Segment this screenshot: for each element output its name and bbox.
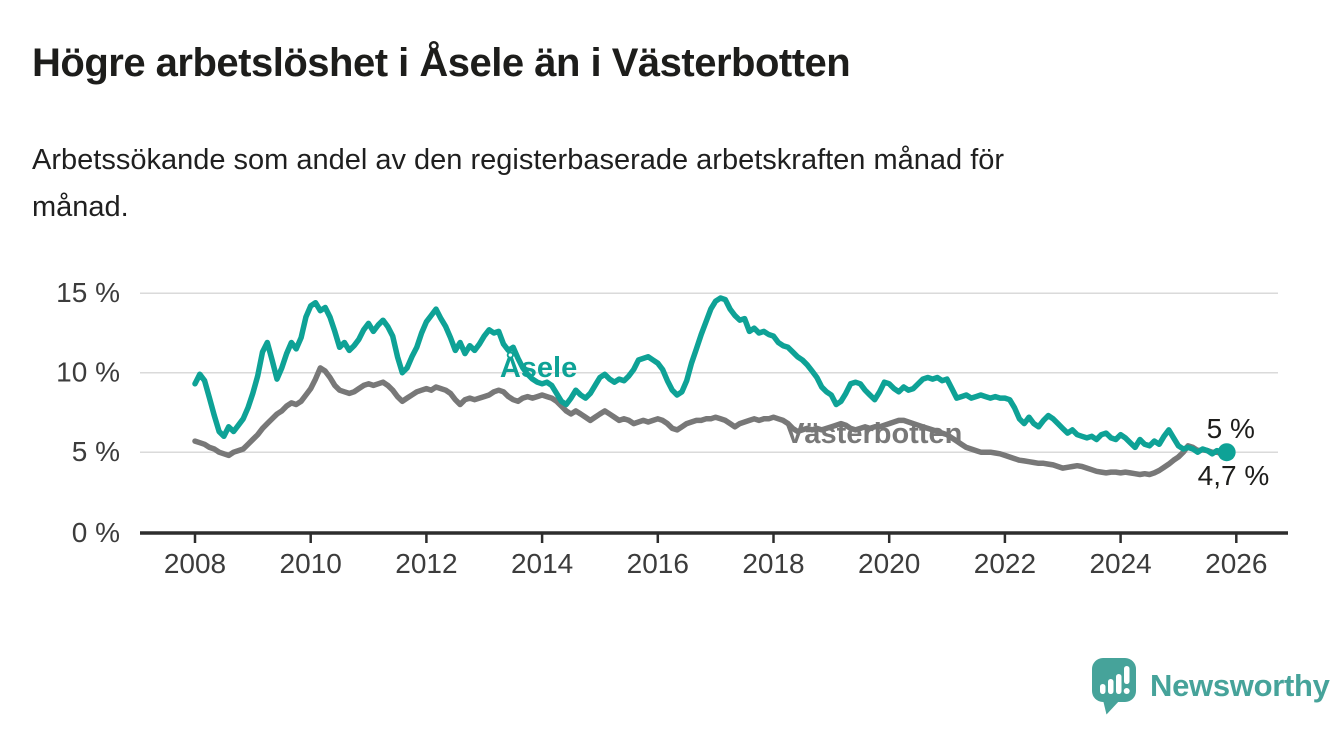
newsworthy-logo-icon (1092, 658, 1136, 715)
newsworthy-logo: Newsworthy (1090, 656, 1330, 716)
page-subtitle: Arbetssökande som andel av den registerb… (32, 137, 1302, 231)
y-axis-tick-label-15: 15 % (56, 277, 120, 308)
speech-bubble-chart-icon (1092, 658, 1136, 715)
end-dot-åsele (1217, 443, 1236, 462)
x-axis-tick-label-2022: 2022 (974, 548, 1036, 579)
series-label-västerbotten: Västerbotten (785, 418, 962, 450)
newsworthy-logo-text: Newsworthy (1150, 668, 1330, 703)
series-line-västerbotten (192, 365, 1230, 478)
x-axis-tick-label-2008: 2008 (164, 548, 226, 579)
x-axis-tick-label-2024: 2024 (1089, 548, 1151, 579)
y-axis-tick-label-0: 0 % (72, 517, 120, 548)
end-value-label-västerbotten: 4,7 % (1198, 460, 1270, 491)
x-axis-tick-label-2018: 2018 (742, 548, 804, 579)
x-axis-tick-label-2010: 2010 (280, 548, 342, 579)
series-line-åsele (192, 295, 1230, 457)
series-label-åsele: Åsele (500, 351, 577, 384)
x-axis-tick-label-2016: 2016 (627, 548, 689, 579)
y-axis-tick-label-5: 5 % (72, 436, 120, 467)
page-subtitle-line-2: månad. (32, 191, 129, 223)
x-axis-tick-label-2014: 2014 (511, 548, 573, 579)
page-subtitle-line-1: Arbetssökande som andel av den registerb… (32, 144, 1005, 176)
x-axis-tick-label-2026: 2026 (1205, 548, 1267, 579)
x-axis-tick-label-2012: 2012 (395, 548, 457, 579)
page-title: Högre arbetslöshet i Åsele än i Västerbo… (32, 41, 851, 85)
y-axis-tick-label-10: 10 % (56, 357, 120, 388)
x-axis-tick-label-2020: 2020 (858, 548, 920, 579)
end-value-label-åsele: 5 % (1207, 413, 1255, 444)
